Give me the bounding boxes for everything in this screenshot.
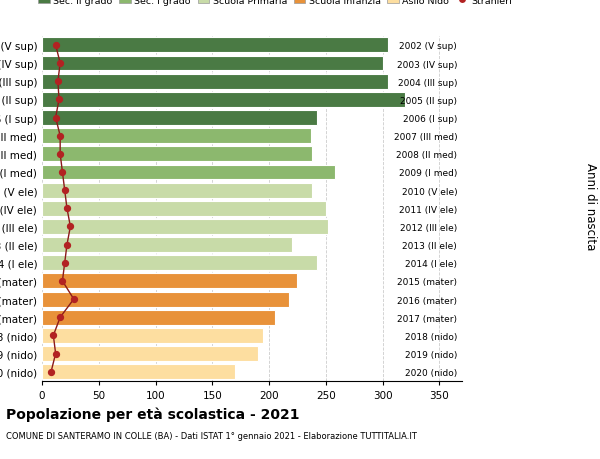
Bar	[42, 256, 317, 271]
Point	[60, 187, 70, 195]
Bar	[42, 292, 289, 307]
Bar	[42, 274, 298, 289]
Bar	[42, 328, 263, 343]
Point	[60, 259, 70, 267]
Text: Popolazione per età scolastica - 2021: Popolazione per età scolastica - 2021	[6, 406, 299, 421]
Point	[58, 169, 67, 176]
Point	[51, 350, 61, 358]
Point	[46, 368, 56, 375]
Point	[55, 314, 65, 321]
Bar	[42, 39, 388, 53]
Bar	[42, 347, 257, 361]
Point	[51, 42, 61, 50]
Bar	[42, 93, 405, 107]
Point	[51, 115, 61, 122]
Bar	[42, 74, 388, 90]
Bar	[42, 165, 335, 180]
Point	[69, 296, 79, 303]
Point	[62, 205, 72, 213]
Bar	[42, 56, 383, 71]
Point	[55, 133, 65, 140]
Point	[49, 332, 58, 339]
Bar	[42, 364, 235, 379]
Point	[55, 60, 65, 67]
Point	[55, 151, 65, 158]
Bar	[42, 310, 275, 325]
Text: COMUNE DI SANTERAMO IN COLLE (BA) - Dati ISTAT 1° gennaio 2021 - Elaborazione TU: COMUNE DI SANTERAMO IN COLLE (BA) - Dati…	[6, 431, 417, 441]
Point	[53, 78, 62, 86]
Bar	[42, 129, 311, 144]
Point	[58, 278, 67, 285]
Bar	[42, 147, 312, 162]
Point	[65, 223, 75, 230]
Legend: Sec. II grado, Sec. I grado, Scuola Primaria, Scuola Infanzia, Asilo Nido, Stran: Sec. II grado, Sec. I grado, Scuola Prim…	[38, 0, 512, 6]
Bar	[42, 238, 292, 252]
Bar	[42, 202, 326, 216]
Bar	[42, 111, 317, 126]
Bar	[42, 183, 312, 198]
Bar	[42, 219, 328, 235]
Point	[54, 96, 64, 104]
Point	[62, 241, 72, 249]
Text: Anni di nascita: Anni di nascita	[584, 163, 597, 250]
